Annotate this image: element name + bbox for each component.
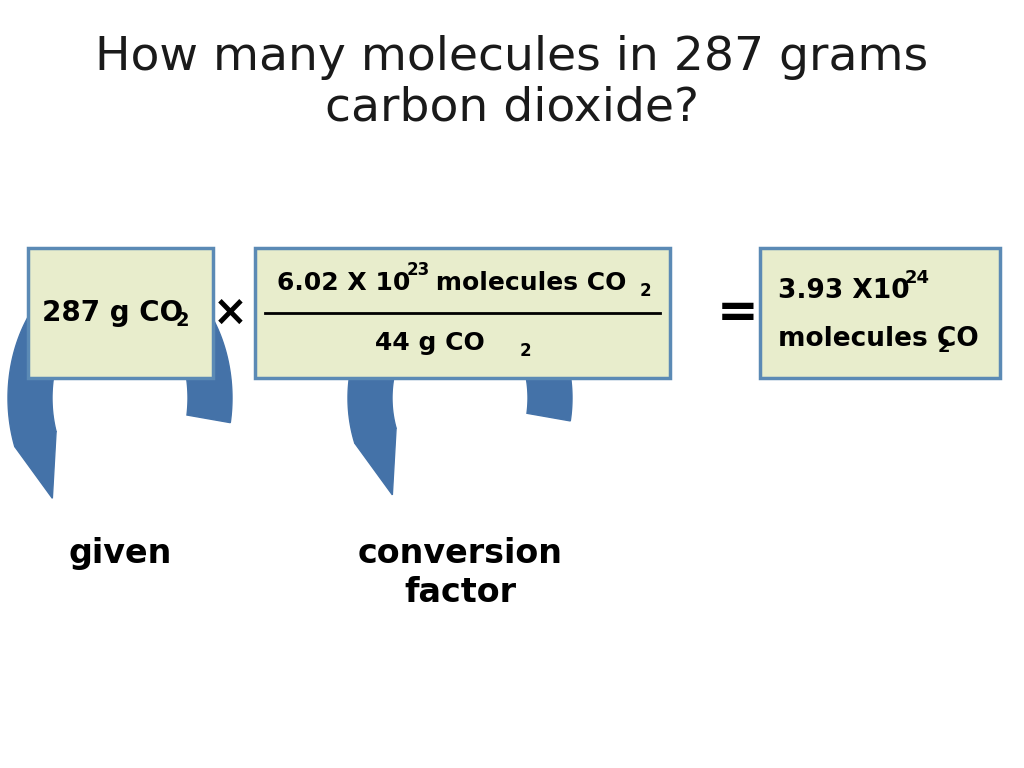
- Text: given: given: [69, 537, 172, 570]
- FancyBboxPatch shape: [760, 248, 1000, 378]
- Text: 287 g CO: 287 g CO: [42, 299, 183, 327]
- Text: 6.02 X 10: 6.02 X 10: [278, 271, 411, 295]
- Text: molecules CO: molecules CO: [427, 271, 627, 295]
- Text: 23: 23: [407, 261, 430, 279]
- Text: conversion
factor: conversion factor: [357, 538, 562, 608]
- Text: molecules CO: molecules CO: [778, 326, 979, 352]
- Polygon shape: [348, 266, 572, 443]
- Polygon shape: [14, 432, 56, 498]
- Text: 2: 2: [175, 312, 189, 330]
- FancyBboxPatch shape: [28, 248, 213, 378]
- Text: 44 g CO: 44 g CO: [375, 331, 484, 355]
- Text: 2: 2: [938, 338, 950, 356]
- Text: 2: 2: [520, 342, 531, 360]
- Polygon shape: [354, 428, 396, 495]
- Text: carbon dioxide?: carbon dioxide?: [325, 85, 699, 131]
- Text: =: =: [717, 289, 759, 337]
- FancyBboxPatch shape: [255, 248, 670, 378]
- Text: How many molecules in 287 grams: How many molecules in 287 grams: [95, 35, 929, 81]
- Text: 24: 24: [905, 269, 930, 287]
- Text: 2: 2: [640, 282, 651, 300]
- Text: 3.93 X10: 3.93 X10: [778, 278, 909, 304]
- Polygon shape: [8, 256, 232, 446]
- Text: ×: ×: [213, 292, 248, 334]
